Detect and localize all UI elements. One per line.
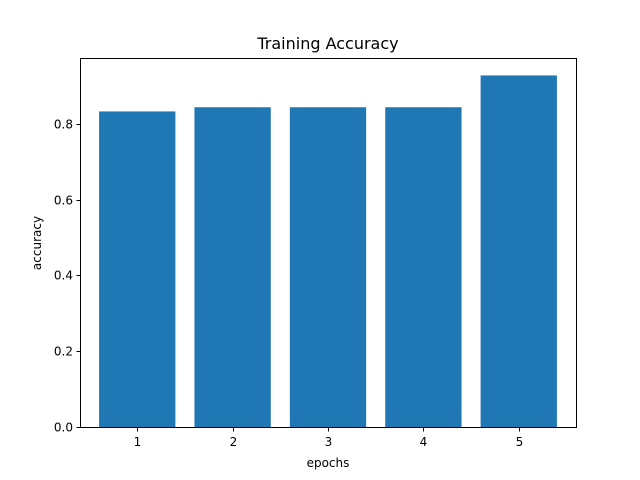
y-tick-label: 0.6 (54, 194, 73, 208)
chart-title: Training Accuracy (256, 34, 398, 53)
bar-epoch-1 (99, 111, 176, 428)
bar-epoch-4 (385, 107, 462, 427)
bar-epoch-3 (289, 107, 367, 427)
bar-epoch-2 (194, 107, 271, 427)
y-tick-label: 0.4 (54, 269, 73, 283)
y-tick-label: 0.2 (54, 345, 73, 359)
y-axis-label: accuracy (30, 216, 44, 270)
x-tick-label: 4 (420, 435, 428, 449)
y-tick-label: 0.0 (54, 421, 73, 435)
y-ticks-group: 0.0 0.2 0.4 0.6 0.8 (54, 118, 81, 435)
bars-group (99, 75, 557, 428)
x-tick-label: 5 (516, 435, 524, 449)
plot-frame (80, 58, 577, 428)
x-tick-label: 2 (230, 435, 238, 449)
bar-epoch-5 (480, 75, 557, 428)
x-tick-label: 1 (134, 435, 142, 449)
x-tick-label: 3 (325, 435, 333, 449)
x-axis-label: epochs (307, 456, 350, 470)
y-tick-label: 0.8 (54, 118, 73, 132)
x-ticks-group: 1 2 3 4 5 (134, 427, 524, 449)
